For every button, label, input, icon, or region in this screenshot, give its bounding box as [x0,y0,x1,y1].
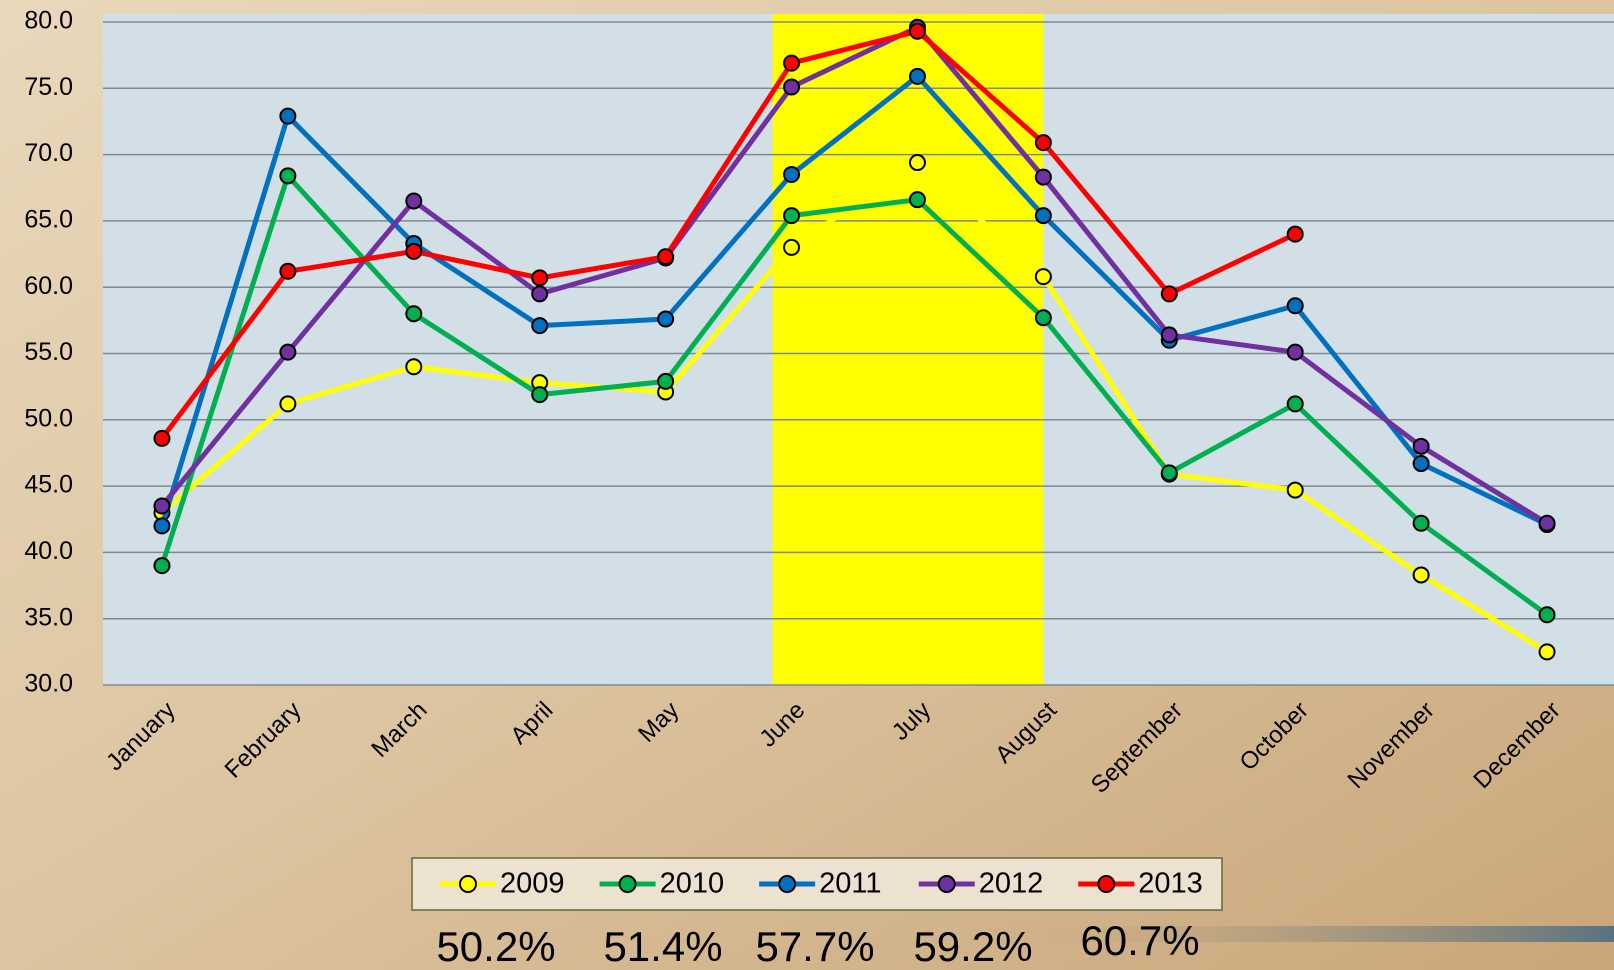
data-point [1288,227,1303,242]
data-point [784,208,799,223]
legend-marker [1098,876,1114,892]
data-point [1288,483,1303,498]
annotation: 60.7% [1080,917,1199,964]
data-point [784,79,799,94]
data-point [910,69,925,84]
y-tick-label: 65.0 [24,206,73,234]
data-point [406,244,421,259]
data-point [784,240,799,255]
annotation: 59.2% [913,923,1032,970]
data-point [1414,439,1429,454]
data-point [784,167,799,182]
data-point [1162,286,1177,301]
data-point [280,109,295,124]
data-point [1288,345,1303,360]
data-point [1540,516,1555,531]
legend-marker [460,876,476,892]
y-tick-label: 50.0 [24,404,73,432]
data-point [1414,516,1429,531]
annotation: 51.4% [603,923,722,970]
data-point [1162,327,1177,342]
data-point [1540,607,1555,622]
legend-label: 2010 [660,868,725,900]
legend-marker [620,876,636,892]
data-point [910,155,925,170]
data-point [280,168,295,183]
data-point [1036,269,1051,284]
y-tick-label: 40.0 [24,537,73,565]
data-point [910,192,925,207]
y-tick-label: 60.0 [24,272,73,300]
data-point [532,387,547,402]
data-point [280,396,295,411]
data-point [1414,456,1429,471]
data-point [910,24,925,39]
data-point [1288,396,1303,411]
data-point [406,359,421,374]
data-point [658,249,673,264]
legend-label: 2012 [979,868,1044,900]
data-point [406,306,421,321]
y-tick-label: 80.0 [24,7,73,35]
chart: 30.0 35.0 40.0 45.0 50.0 55.0 60.0 65.0 70.0 75.0… [0,0,1614,970]
data-point [658,374,673,389]
data-point [1036,135,1051,150]
data-point [154,431,169,446]
legend-label: 2011 [819,868,881,900]
legend-marker [779,876,795,892]
data-point [532,318,547,333]
data-point [280,264,295,279]
legend-label: 2009 [500,868,565,900]
data-point [532,286,547,301]
highlight-band [773,14,1044,685]
data-point [784,56,799,71]
y-tick-label: 30.0 [24,670,73,698]
y-tick-label: 45.0 [24,471,73,499]
annotation: 57.7% [755,923,874,970]
legend-label: 2013 [1138,868,1203,900]
legend-marker [939,876,955,892]
data-point [1036,208,1051,223]
data-point [658,312,673,327]
data-point [1036,310,1051,325]
y-tick-label: 55.0 [24,338,73,366]
data-point [1540,644,1555,659]
y-tick-label: 70.0 [24,139,73,167]
data-point [154,498,169,513]
data-point [154,558,169,573]
y-tick-label: 35.0 [24,603,73,631]
data-point [1288,298,1303,313]
data-point [1414,567,1429,582]
data-point [1162,465,1177,480]
data-point [280,345,295,360]
data-point [154,518,169,533]
data-point [406,194,421,209]
annotation: 50.2% [436,923,555,970]
data-point [532,270,547,285]
data-point [1036,170,1051,185]
y-tick-label: 75.0 [24,73,73,101]
